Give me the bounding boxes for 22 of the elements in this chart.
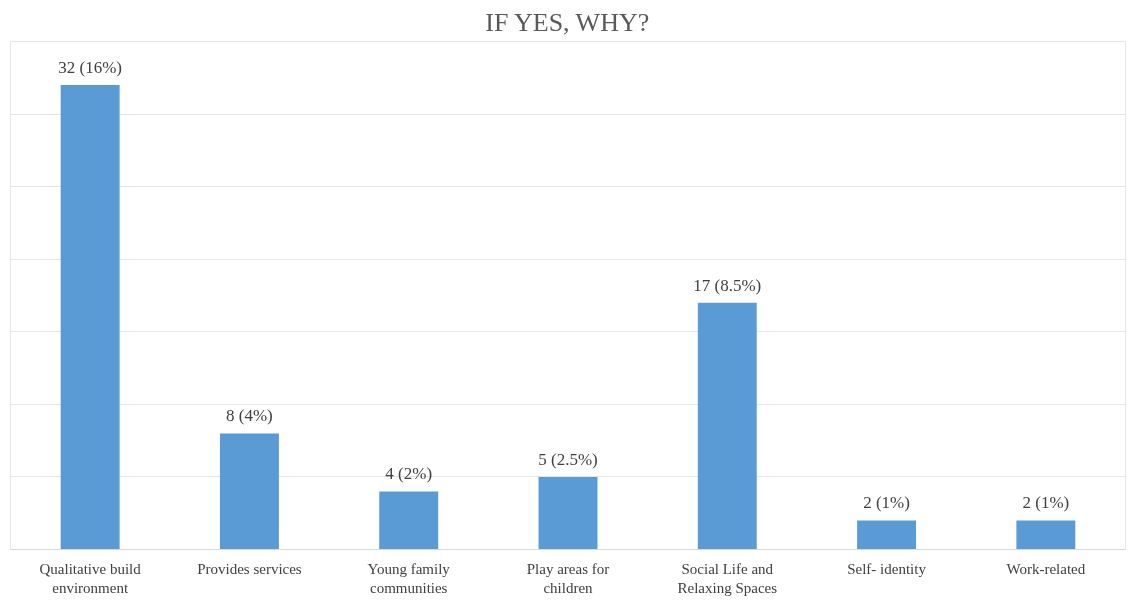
data-label: 5 (2.5%) [538, 449, 598, 469]
x-tick-label: Provides services [197, 560, 302, 577]
bar [1016, 520, 1076, 550]
bar [60, 85, 120, 550]
data-label: 4 (2%) [385, 464, 433, 484]
x-tick-label: Qualitative build environment [39, 560, 142, 596]
data-label: 2 (1%) [1022, 493, 1070, 513]
bar [697, 302, 757, 550]
data-label: 17 (8.5%) [693, 275, 762, 295]
x-tick-label: Social Life and Relaxing Spaces [677, 560, 778, 596]
x-tick-label: Young family communities [367, 560, 451, 596]
x-tick-label: Work-related [1006, 560, 1086, 577]
data-label: 32 (16%) [58, 58, 123, 78]
bar [538, 476, 598, 550]
x-tick-label: Self- identity [847, 560, 927, 577]
chart-title: IF YES, WHY? [485, 7, 650, 37]
data-label: 8 (4%) [226, 406, 273, 426]
x-tick-label: Play areas for children [526, 560, 610, 596]
data-label: 2 (1%) [863, 493, 910, 513]
bar [219, 433, 279, 550]
bar [379, 491, 439, 550]
bar [857, 520, 917, 550]
